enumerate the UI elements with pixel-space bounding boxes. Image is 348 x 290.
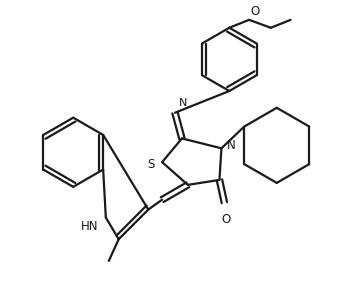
- Text: N: N: [179, 98, 187, 108]
- Text: S: S: [147, 157, 154, 171]
- Text: O: O: [222, 213, 231, 226]
- Text: N: N: [227, 139, 236, 152]
- Text: O: O: [250, 5, 259, 18]
- Text: HN: HN: [80, 220, 98, 233]
